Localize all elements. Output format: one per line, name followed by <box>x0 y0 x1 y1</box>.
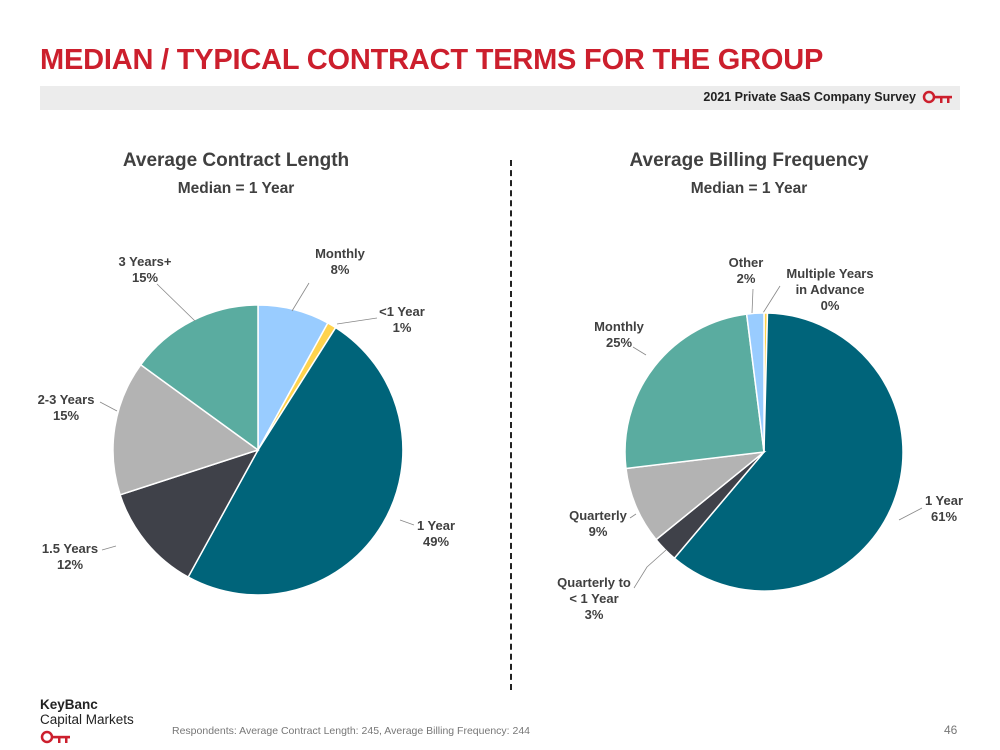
key-logo-icon <box>922 90 952 104</box>
slice-label-multiple-years-in-advance: Multiple Years in Advance 0% <box>786 266 873 313</box>
slice-label-quarterly: Quarterly 9% <box>569 508 628 539</box>
subtitle-bar: 2021 Private SaaS Company Survey <box>40 86 960 110</box>
slice-label-1-year: 1 Year 61% <box>925 493 963 524</box>
pie-slice-3-years <box>139 304 259 452</box>
slice-label-monthly: Monthly 8% <box>315 246 366 277</box>
slice-label-monthly: Monthly 25% <box>594 319 645 350</box>
pie-slice-1-5-years <box>119 448 260 579</box>
leader-line <box>632 346 647 356</box>
slice-label-1-year: <1 Year 1% <box>379 304 425 335</box>
pie-slice-monthly <box>624 313 765 470</box>
brand-name: KeyBanc <box>40 697 98 712</box>
pie-slice-2-3-years <box>112 363 260 496</box>
brand-subname: Capital Markets <box>40 712 134 727</box>
pie-chart-average-contract-length: Monthly 8% <1 Year 1% 1 Year 49% 1.5 Years 12% 2… <box>38 246 455 596</box>
leader-line <box>751 288 754 314</box>
survey-label: 2021 Private SaaS Company Survey <box>703 90 916 104</box>
leader-line <box>291 282 310 312</box>
leader-line <box>629 513 637 519</box>
leader-line <box>101 545 117 551</box>
leader-line <box>898 507 923 521</box>
slice-label-3-years: 3 Years+ 15% <box>119 254 172 285</box>
page-title: MEDIAN / TYPICAL CONTRACT TERMS FOR THE … <box>40 44 824 76</box>
right-chart-subtitle: Median = 1 Year <box>690 180 808 197</box>
pie-slice-1-year <box>187 326 404 596</box>
leader-line <box>633 549 667 589</box>
left-chart-title: Average Contract Length <box>122 150 350 171</box>
leader-line <box>99 401 118 412</box>
key-logo-icon <box>40 730 70 744</box>
pie-slice-1-year <box>673 312 904 592</box>
slice-label-1-5-years: 1.5 Years 12% <box>42 541 98 572</box>
leader-line <box>399 519 415 526</box>
respondents-note: Respondents: Average Contract Length: 24… <box>172 725 531 737</box>
chart-divider <box>510 160 512 690</box>
pie-chart-average-billing-frequency: Multiple Years in Advance 0% 1 Year 61% Quart… <box>557 255 963 622</box>
leader-line <box>336 317 378 325</box>
slice-label-other: Other 2% <box>729 255 764 286</box>
left-chart-subtitle: Median = 1 Year <box>177 180 295 197</box>
right-chart-title: Average Billing Frequency <box>629 150 869 171</box>
brand-logo: KeyBanc Capital Markets <box>40 697 134 748</box>
pie-slice-other <box>745 312 765 453</box>
slice-label-1-year: 1 Year 49% <box>417 518 455 549</box>
slice-label-2-3-years: 2-3 Years 15% <box>38 392 95 423</box>
leader-line <box>762 285 781 314</box>
leader-line <box>156 283 196 322</box>
page-number: 46 <box>944 723 958 737</box>
slice-label-quarterly-to-1-year: Quarterly to < 1 Year 3% <box>557 575 631 622</box>
